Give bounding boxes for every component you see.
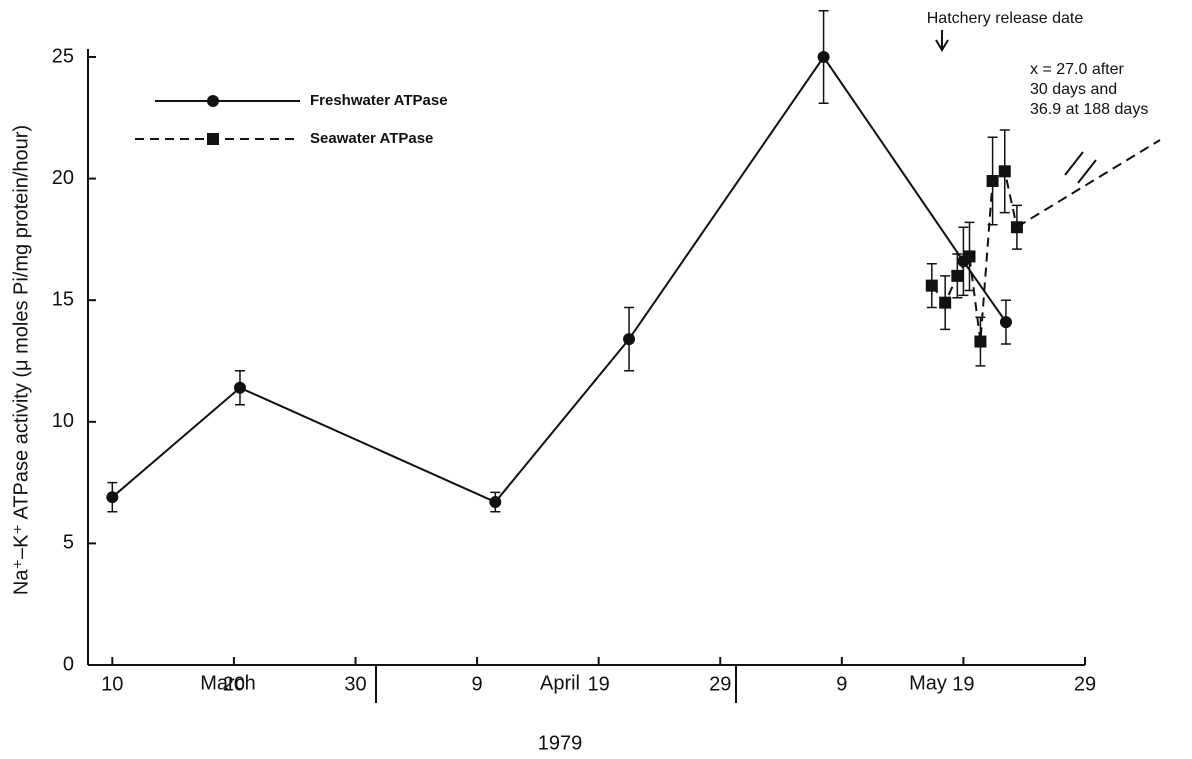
x-tick-label: 19 [952,673,974,695]
point [925,279,938,292]
month-label: April [540,672,580,694]
point [999,316,1012,329]
extension-line [1016,139,1161,228]
month-label: May [909,672,947,694]
note-line: 30 days and [1030,81,1117,98]
break-mark [1064,151,1097,184]
x-tick-label: 9 [472,673,483,695]
point [106,491,119,504]
y-tick-label: 5 [63,532,74,554]
year-label: 1979 [538,732,583,754]
point [817,51,830,63]
y-tick-label: 25 [52,45,74,67]
x-tick-label: 9 [836,673,847,695]
series-line [111,55,1007,504]
x-tick-label: 29 [709,673,731,695]
y-tick-label: 10 [52,410,74,432]
month-label: March [200,672,256,694]
release-annotation: Hatchery release date [927,10,1084,27]
legend-label: Seawater ATPase [310,130,433,147]
point [974,335,987,348]
y-axis-label: Na⁺–K⁺ ATPase activity (μ moles Pi/mg pr… [10,125,32,595]
point [986,175,999,188]
y-tick-label: 15 [52,288,74,310]
legend-marker [207,95,219,107]
note-line: x = 27.0 after [1030,61,1125,78]
release-arrow-head [935,39,949,52]
x-tick-label: 19 [588,673,610,695]
point [233,381,246,394]
x-tick-label: 10 [101,673,123,695]
x-tick-label: 30 [344,673,366,695]
point [951,269,964,282]
y-tick-label: 0 [63,653,74,675]
legend-marker [207,133,219,145]
y-tick-label: 20 [52,167,74,189]
note-line: 36.9 at 188 days [1030,101,1148,118]
point [963,250,976,263]
point [939,296,952,309]
point [1010,221,1023,234]
point [998,165,1011,178]
point [623,333,636,346]
x-tick-label: 29 [1074,673,1096,695]
x-tick-label: 20 [223,673,245,695]
legend-label: Freshwater ATPase [310,92,448,109]
point [489,496,502,509]
